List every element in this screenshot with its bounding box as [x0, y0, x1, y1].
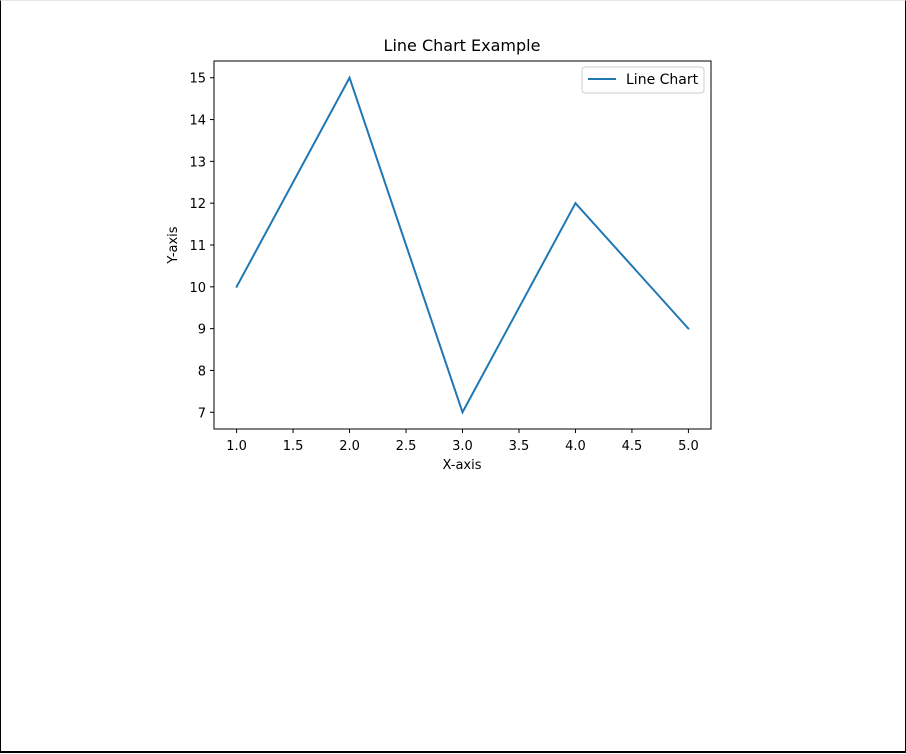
x-tick-label: 4.5: [622, 439, 643, 454]
y-axis-label: Y-axis: [166, 226, 181, 264]
y-axis: 7 8 9 10 11 12 13 14 15: [189, 72, 214, 421]
y-tick-label: 14: [189, 114, 206, 129]
x-tick-label: 1.0: [226, 439, 247, 454]
x-tick-label: 3.0: [452, 439, 473, 454]
y-tick-label: 9: [198, 323, 206, 338]
y-tick-label: 15: [189, 72, 206, 87]
x-tick-label: 2.5: [396, 439, 417, 454]
data-point: [235, 285, 238, 288]
y-tick-label: 7: [198, 406, 206, 421]
data-point: [574, 202, 577, 205]
x-axis: 1.0 1.5 2.0 2.5 3.0 3.5 4.0 4.5 5.0: [226, 429, 699, 454]
legend-label: Line Chart: [626, 72, 699, 88]
x-tick-label: 3.5: [509, 439, 530, 454]
data-point: [348, 76, 351, 79]
y-tick-label: 11: [189, 239, 206, 254]
y-tick-label: 10: [189, 281, 206, 296]
data-point: [687, 327, 690, 330]
chart-title: Line Chart Example: [384, 36, 541, 55]
legend-box: [581, 66, 705, 94]
x-tick-label: 1.5: [283, 439, 304, 454]
x-axis-label: X-axis: [443, 458, 482, 473]
plot-area: [213, 60, 712, 430]
x-tick-label: 5.0: [678, 439, 699, 454]
series-layer: [235, 75, 690, 415]
y-tick-label: 13: [189, 155, 206, 170]
x-tick-label: 2.0: [339, 439, 360, 454]
legend: Line Chart: [581, 66, 705, 94]
x-tick-label: 4.0: [565, 439, 586, 454]
y-tick-label: 8: [198, 364, 206, 379]
data-point: [461, 411, 464, 414]
y-tick-label: 12: [189, 197, 206, 212]
